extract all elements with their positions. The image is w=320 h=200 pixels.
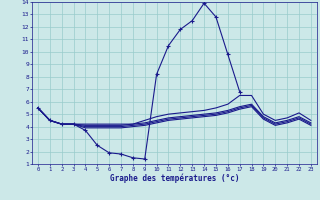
X-axis label: Graphe des températures (°c): Graphe des températures (°c): [110, 173, 239, 183]
